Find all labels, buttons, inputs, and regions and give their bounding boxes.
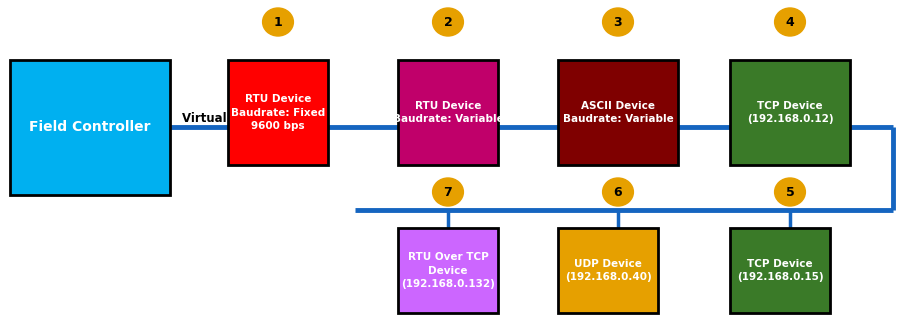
FancyBboxPatch shape xyxy=(10,60,169,195)
FancyBboxPatch shape xyxy=(558,60,677,165)
Ellipse shape xyxy=(773,178,804,206)
FancyBboxPatch shape xyxy=(228,60,328,165)
Ellipse shape xyxy=(602,178,633,206)
Text: 1: 1 xyxy=(273,15,282,28)
Text: ASCII Device
Baudrate: Variable: ASCII Device Baudrate: Variable xyxy=(562,101,672,124)
FancyBboxPatch shape xyxy=(729,60,849,165)
Ellipse shape xyxy=(602,8,633,36)
Text: 2: 2 xyxy=(443,15,452,28)
FancyBboxPatch shape xyxy=(397,228,497,313)
Text: Virtual Bus: Virtual Bus xyxy=(182,111,255,124)
FancyBboxPatch shape xyxy=(558,228,657,313)
Text: TCP Device
(192.168.0.12): TCP Device (192.168.0.12) xyxy=(746,101,833,124)
Text: 5: 5 xyxy=(784,186,793,198)
Ellipse shape xyxy=(773,8,804,36)
Text: 3: 3 xyxy=(613,15,621,28)
Text: RTU Over TCP
Device
(192.168.0.132): RTU Over TCP Device (192.168.0.132) xyxy=(401,252,495,289)
Text: UDP Device
(192.168.0.40): UDP Device (192.168.0.40) xyxy=(564,259,650,282)
Text: TCP Device
(192.168.0.15): TCP Device (192.168.0.15) xyxy=(736,259,823,282)
Text: 4: 4 xyxy=(784,15,793,28)
Text: RTU Device
Baudrate: Variable: RTU Device Baudrate: Variable xyxy=(393,101,503,124)
Text: 7: 7 xyxy=(443,186,452,198)
FancyBboxPatch shape xyxy=(397,60,497,165)
Text: Field Controller: Field Controller xyxy=(29,120,150,134)
Ellipse shape xyxy=(432,8,463,36)
Text: 6: 6 xyxy=(613,186,621,198)
Ellipse shape xyxy=(262,8,293,36)
Text: RTU Device
Baudrate: Fixed
9600 bps: RTU Device Baudrate: Fixed 9600 bps xyxy=(230,94,324,131)
Ellipse shape xyxy=(432,178,463,206)
FancyBboxPatch shape xyxy=(729,228,829,313)
